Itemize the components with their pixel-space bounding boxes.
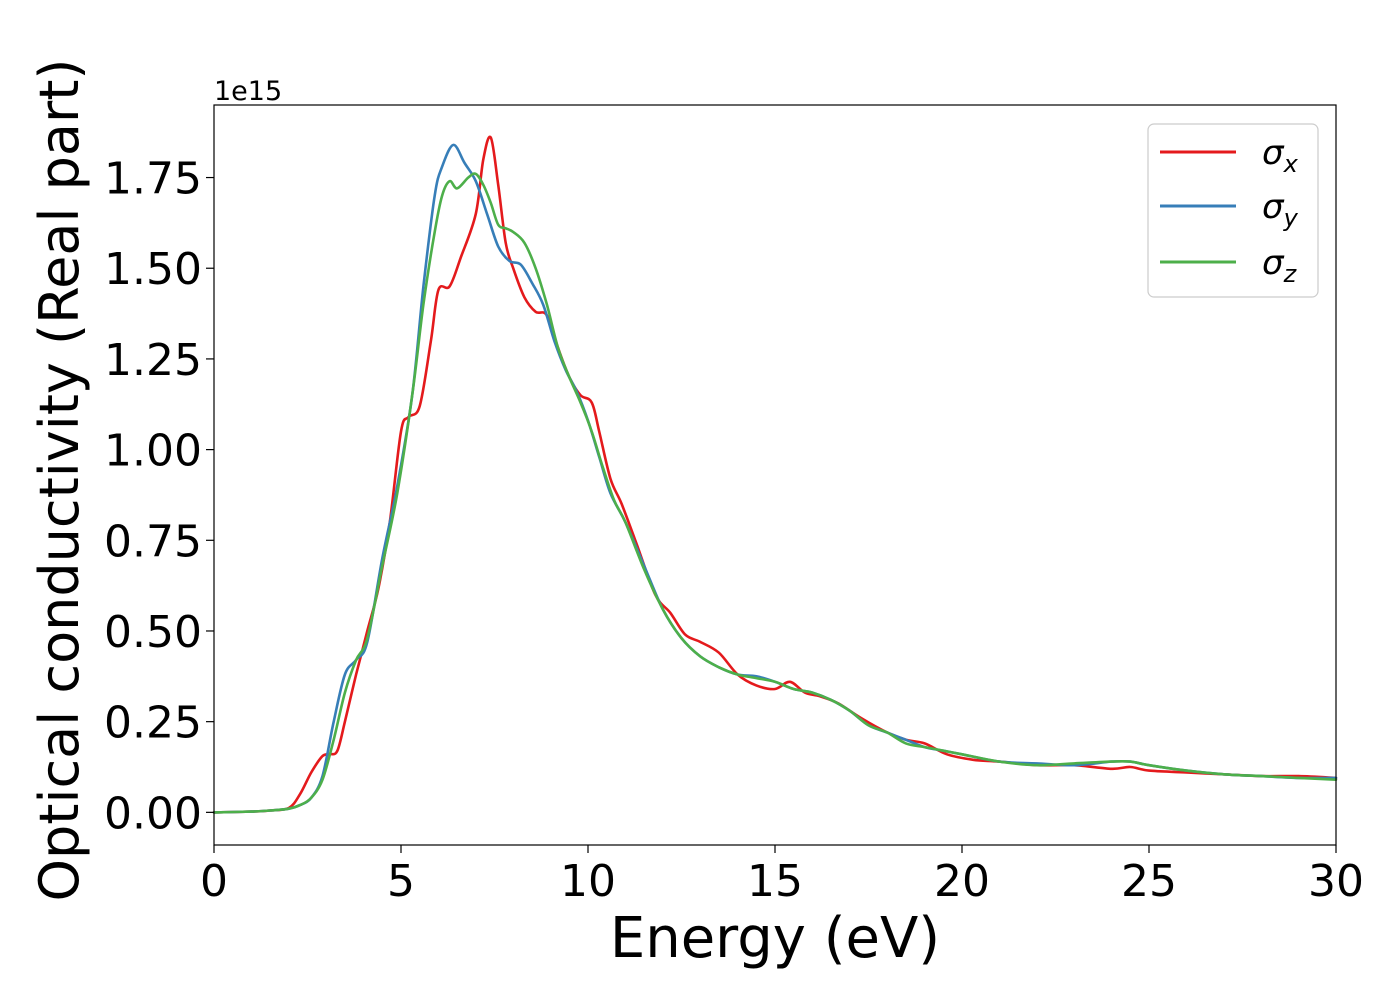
y-tick-label: 0.00 <box>104 788 202 839</box>
x-tick-label: 30 <box>1308 856 1364 907</box>
x-axis-label: Energy (eV) <box>610 906 940 971</box>
y-offset-text: 1e15 <box>214 76 282 107</box>
legend-label-sigma-z: σz <box>1262 243 1298 288</box>
y-tick-label: 0.25 <box>104 698 202 749</box>
y-tick-label: 0.75 <box>104 516 202 567</box>
x-tick-label: 25 <box>1121 856 1177 907</box>
x-axis-ticks: 0 5 10 15 20 25 30 <box>200 845 1364 907</box>
x-tick-label: 5 <box>387 856 415 907</box>
legend: σx σy σz <box>1147 123 1319 298</box>
x-tick-label: 10 <box>560 856 616 907</box>
plot-lines <box>212 135 1338 814</box>
x-tick-label: 15 <box>747 856 803 907</box>
series-line-sigma-z <box>212 172 1338 814</box>
y-tick-label: 1.00 <box>104 426 202 477</box>
series-line-sigma-x <box>212 135 1338 814</box>
y-tick-label: 0.50 <box>104 607 202 658</box>
y-axis-ticks: 0.00 0.25 0.50 0.75 1.00 1.25 1.50 1.75 <box>104 154 214 839</box>
y-tick-label: 1.25 <box>104 335 202 386</box>
x-tick-label: 0 <box>200 856 228 907</box>
x-tick-label: 20 <box>934 856 990 907</box>
y-tick-label: 1.75 <box>104 154 202 205</box>
legend-label-sigma-y: σy <box>1262 187 1299 232</box>
y-tick-label: 1.50 <box>104 244 202 295</box>
legend-box <box>1147 123 1319 298</box>
y-axis-label: Optical conductivity (Real part) <box>28 59 91 902</box>
legend-label-sigma-x: σx <box>1262 133 1299 178</box>
